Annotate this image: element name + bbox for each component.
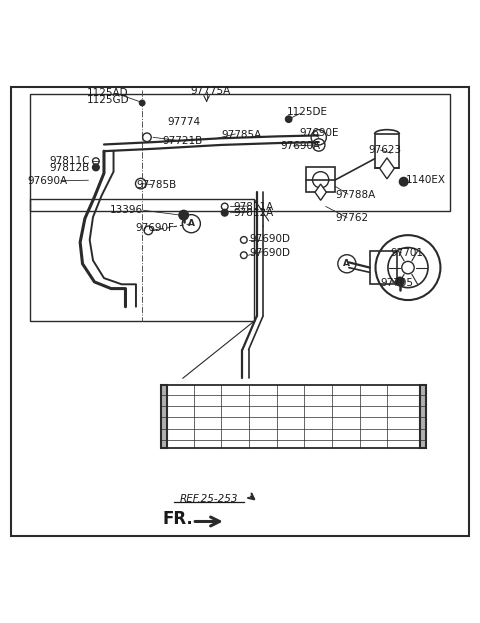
Text: 1125DE: 1125DE	[287, 107, 328, 117]
Text: 97812B: 97812B	[49, 163, 89, 173]
Text: 97812A: 97812A	[234, 208, 274, 218]
Bar	[370, 251, 397, 284]
Bar	[420, 386, 426, 447]
Bar	[30, 199, 254, 321]
Circle shape	[179, 211, 189, 220]
Circle shape	[221, 209, 228, 216]
Text: 13396: 13396	[110, 205, 144, 215]
Bar	[30, 94, 450, 211]
Circle shape	[285, 116, 292, 123]
Text: 97690F: 97690F	[135, 223, 174, 233]
Circle shape	[399, 178, 408, 186]
Bar	[161, 386, 426, 447]
Polygon shape	[380, 158, 395, 179]
Bar	[374, 134, 399, 168]
Text: 97785B: 97785B	[136, 180, 177, 190]
Polygon shape	[315, 184, 326, 201]
Text: 97811C: 97811C	[49, 156, 90, 166]
Text: 97690D: 97690D	[250, 234, 290, 244]
Text: 97701: 97701	[390, 249, 423, 259]
Text: 97623: 97623	[368, 145, 401, 155]
Text: 97705: 97705	[381, 278, 414, 288]
Text: FR.: FR.	[163, 510, 193, 528]
Text: 97785A: 97785A	[221, 130, 261, 140]
Text: A: A	[343, 259, 350, 269]
Bar	[306, 168, 336, 192]
Text: 1125AD: 1125AD	[86, 88, 128, 98]
Text: 97690A: 97690A	[28, 176, 68, 186]
Text: 97775A: 97775A	[190, 85, 230, 95]
Text: REF.25-253: REF.25-253	[180, 493, 238, 503]
Circle shape	[93, 164, 99, 171]
Text: 97811A: 97811A	[234, 201, 274, 212]
Text: 97721B: 97721B	[162, 136, 203, 146]
Text: 1140EX: 1140EX	[406, 175, 445, 185]
Circle shape	[396, 277, 404, 286]
Text: 97762: 97762	[336, 213, 369, 223]
Text: 97690D: 97690D	[250, 248, 290, 258]
Text: 97774: 97774	[168, 117, 201, 127]
Text: 97690A: 97690A	[281, 141, 321, 151]
Bar	[161, 386, 167, 447]
Text: 97788A: 97788A	[336, 189, 376, 199]
Text: 1125GD: 1125GD	[86, 95, 129, 105]
Circle shape	[139, 100, 145, 106]
Text: 97690E: 97690E	[299, 128, 339, 138]
Text: A: A	[188, 219, 195, 228]
